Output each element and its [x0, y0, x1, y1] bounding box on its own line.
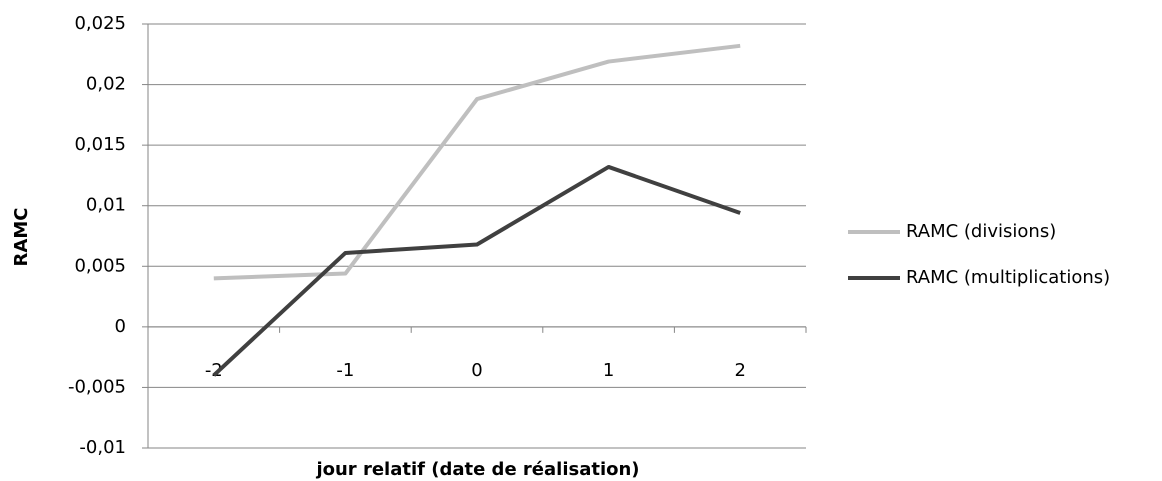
y-tick-label: -0,005 — [68, 376, 126, 397]
x-tick-label: 0 — [471, 360, 482, 381]
x-tick-label: 2 — [734, 360, 745, 381]
x-tick-label: 1 — [603, 360, 614, 381]
y-tick-label: 0,015 — [74, 134, 126, 155]
y-axis-title: RAMC — [11, 208, 32, 267]
x-axis-title: jour relatif (date de réalisation) — [315, 459, 639, 480]
series-line — [213, 43, 741, 281]
series-line — [212, 164, 741, 377]
y-tick-label: 0,01 — [86, 195, 126, 216]
x-tick-label: -2 — [205, 360, 223, 381]
legend-label: RAMC (divisions) — [906, 221, 1056, 242]
y-tick-label: 0,025 — [74, 13, 126, 34]
y-tick-label: 0 — [115, 316, 126, 337]
y-tick-label: -0,01 — [79, 437, 126, 458]
legend-label: RAMC (multiplications) — [906, 267, 1110, 288]
y-tick-label: 0,02 — [86, 74, 126, 95]
x-tick-label: -1 — [336, 360, 354, 381]
y-tick-label: 0,005 — [74, 255, 126, 276]
